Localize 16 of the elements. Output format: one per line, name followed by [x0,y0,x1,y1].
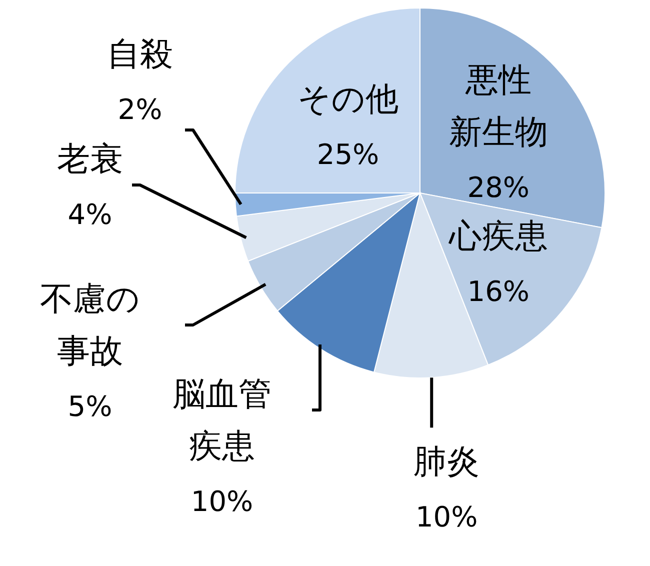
slice-label: 脳血管疾患 [172,374,272,465]
slice-label: その他 [298,79,399,118]
slice-label: 自殺 [107,34,173,73]
slice-label: 肺炎 [414,442,480,481]
slice-label: 悪性新生物 [448,60,548,152]
slice-label: 老衰 [57,139,123,178]
data-label: 2% [118,93,162,126]
data-label: 10% [190,485,254,518]
data-label: 4% [68,198,112,231]
slice-label: 心疾患 [448,216,548,255]
slice-label: 不慮の事故 [40,279,140,370]
data-label: 16% [467,274,530,308]
data-label: 25% [316,138,380,172]
data-label: 5% [68,390,112,423]
data-label: 10% [416,500,478,534]
data-label: 28% [467,171,530,204]
